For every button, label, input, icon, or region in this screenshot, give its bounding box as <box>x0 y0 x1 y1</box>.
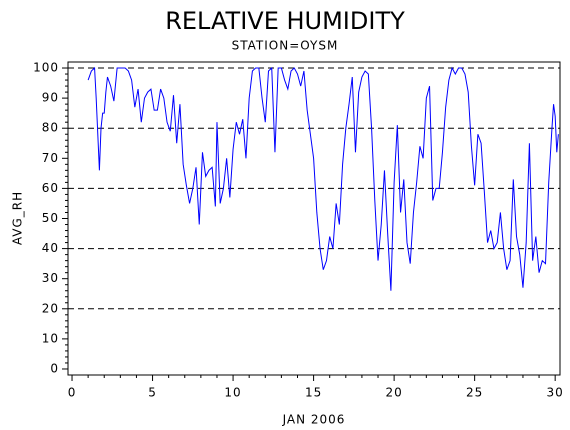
x-tick-label: 5 <box>148 386 157 400</box>
x-tick-label: 15 <box>305 386 322 400</box>
y-tick-label: 90 <box>42 91 59 105</box>
x-axis-label: JAN 2006 <box>282 413 346 427</box>
y-tick-label: 0 <box>50 361 59 375</box>
x-tick-label: 0 <box>68 386 77 400</box>
y-axis-label: AVG_RH <box>11 191 25 245</box>
y-tick-label: 20 <box>42 301 59 315</box>
x-tick-label: 25 <box>466 386 483 400</box>
x-tick-label: 10 <box>224 386 241 400</box>
x-tick-label: 30 <box>547 386 564 400</box>
y-tick-label: 50 <box>42 211 59 225</box>
y-tick-label: 80 <box>42 121 59 135</box>
y-tick-label: 60 <box>42 181 59 195</box>
y-tick-label: 10 <box>42 331 59 345</box>
chart-title: RELATIVE HUMIDITY <box>165 7 405 35</box>
y-tick-label: 70 <box>42 151 59 165</box>
data-line <box>87 66 559 291</box>
chart-subtitle: STATION=OYSM <box>232 39 339 53</box>
y-tick-label: 30 <box>42 271 59 285</box>
y-tick-label: 100 <box>33 61 59 75</box>
x-tick-label: 20 <box>385 386 402 400</box>
y-tick-label: 40 <box>42 241 59 255</box>
